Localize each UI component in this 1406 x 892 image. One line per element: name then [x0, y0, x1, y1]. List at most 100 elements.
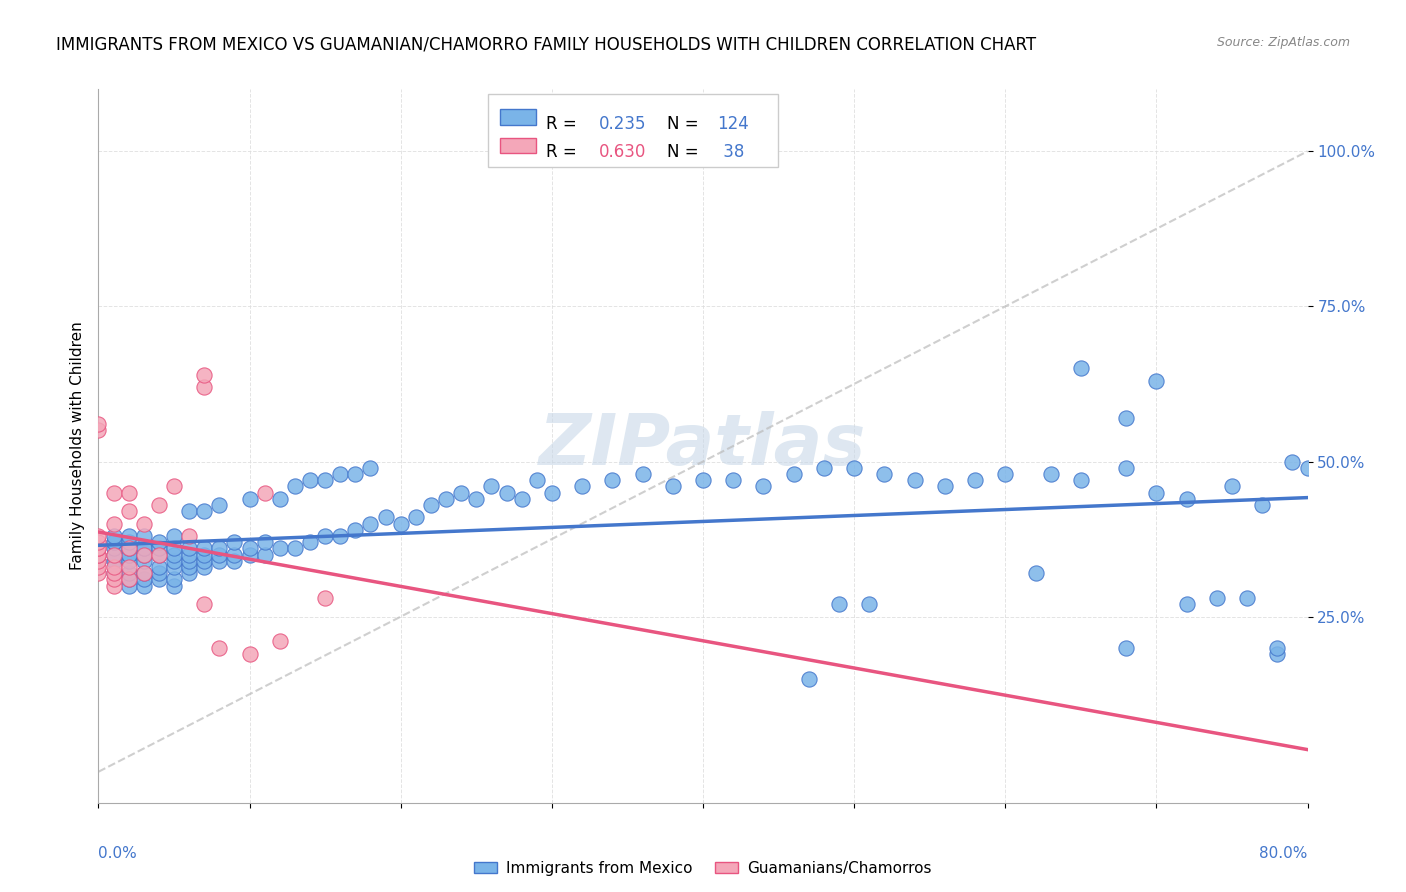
Point — [1070, 473, 1092, 487]
Point — [934, 479, 956, 493]
Point — [253, 485, 276, 500]
Point — [118, 560, 141, 574]
Point — [118, 541, 141, 556]
Point — [208, 498, 231, 512]
Text: N =: N = — [666, 115, 703, 133]
Legend: Immigrants from Mexico, Guamanians/Chamorros: Immigrants from Mexico, Guamanians/Chamo… — [468, 855, 938, 881]
Point — [465, 491, 488, 506]
Point — [148, 535, 170, 549]
Point — [374, 510, 396, 524]
Point — [163, 548, 186, 562]
Point — [1281, 454, 1303, 468]
Point — [179, 529, 201, 543]
Point — [103, 554, 125, 568]
Point — [1175, 491, 1198, 506]
Point — [87, 560, 110, 574]
Point — [1115, 640, 1137, 655]
Point — [148, 566, 170, 581]
Point — [329, 529, 352, 543]
Point — [858, 597, 880, 611]
Point — [571, 479, 593, 493]
Point — [434, 491, 457, 506]
Point — [103, 573, 125, 587]
Point — [193, 541, 215, 556]
Point — [1267, 647, 1289, 661]
Point — [87, 535, 110, 549]
Point — [163, 479, 186, 493]
Point — [87, 548, 110, 562]
Point — [1115, 411, 1137, 425]
Text: 0.630: 0.630 — [599, 144, 647, 161]
Point — [118, 554, 141, 568]
Point — [103, 548, 125, 562]
Point — [994, 467, 1017, 481]
Point — [299, 473, 322, 487]
Point — [103, 566, 125, 581]
Point — [450, 485, 472, 500]
Point — [132, 573, 155, 587]
Point — [844, 460, 866, 475]
Point — [148, 560, 170, 574]
Point — [540, 485, 562, 500]
Point — [179, 541, 201, 556]
Point — [208, 640, 231, 655]
Point — [208, 541, 231, 556]
Text: R =: R = — [546, 115, 582, 133]
Point — [103, 485, 125, 500]
Point — [661, 479, 683, 493]
Point — [692, 473, 714, 487]
Point — [510, 491, 533, 506]
Point — [132, 566, 155, 581]
Point — [163, 560, 186, 574]
Point — [360, 516, 382, 531]
Point — [193, 548, 215, 562]
Point — [299, 535, 322, 549]
Point — [1206, 591, 1229, 605]
Point — [148, 573, 170, 587]
Point — [103, 516, 125, 531]
Point — [1039, 467, 1062, 481]
Point — [148, 498, 170, 512]
Text: IMMIGRANTS FROM MEXICO VS GUAMANIAN/CHAMORRO FAMILY HOUSEHOLDS WITH CHILDREN COR: IMMIGRANTS FROM MEXICO VS GUAMANIAN/CHAM… — [56, 36, 1036, 54]
Point — [148, 548, 170, 562]
Point — [1296, 460, 1319, 475]
Point — [118, 573, 141, 587]
Point — [1251, 498, 1274, 512]
Point — [1024, 566, 1046, 581]
Point — [208, 548, 231, 562]
Text: 124: 124 — [717, 115, 749, 133]
Point — [344, 467, 367, 481]
Point — [1115, 460, 1137, 475]
Point — [163, 541, 186, 556]
Point — [873, 467, 896, 481]
Point — [239, 491, 262, 506]
Point — [1070, 361, 1092, 376]
Point — [132, 541, 155, 556]
Point — [179, 566, 201, 581]
Point — [1220, 479, 1243, 493]
Point — [752, 479, 775, 493]
Point — [132, 554, 155, 568]
Point — [193, 380, 215, 394]
Point — [193, 560, 215, 574]
Point — [239, 548, 262, 562]
Point — [389, 516, 412, 531]
Point — [103, 579, 125, 593]
Point — [193, 368, 215, 382]
Point — [118, 548, 141, 562]
Point — [1267, 640, 1289, 655]
Point — [224, 548, 246, 562]
Point — [239, 541, 262, 556]
Point — [269, 541, 291, 556]
Text: N =: N = — [666, 144, 703, 161]
Text: Source: ZipAtlas.com: Source: ZipAtlas.com — [1216, 36, 1350, 49]
Point — [602, 473, 624, 487]
Point — [179, 504, 201, 518]
Point — [269, 634, 291, 648]
Point — [118, 548, 141, 562]
Point — [904, 473, 927, 487]
Point — [1236, 591, 1258, 605]
Point — [723, 473, 745, 487]
Point — [193, 504, 215, 518]
Bar — [501, 137, 536, 153]
